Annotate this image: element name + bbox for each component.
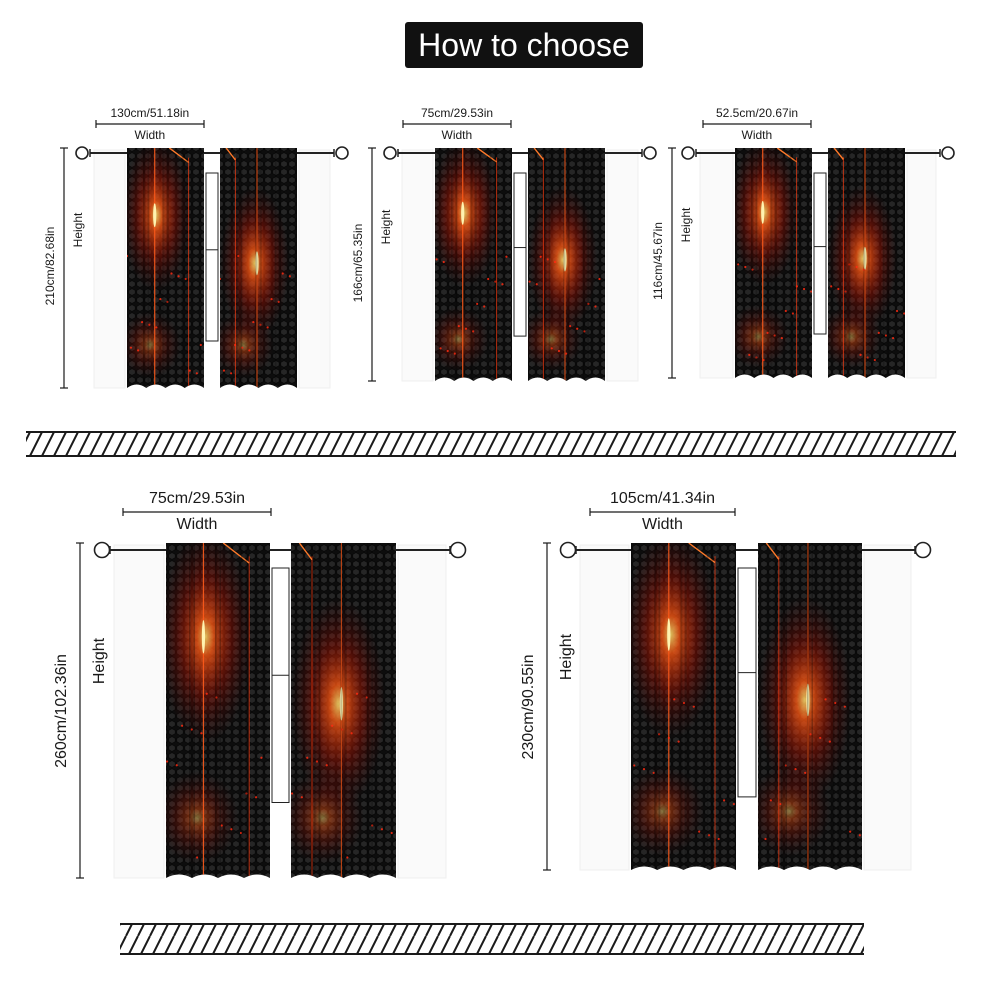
- curtain-rod-ring-icon: [335, 146, 349, 160]
- height-label: Height: [679, 207, 693, 243]
- floor-hatch-icon: [120, 924, 864, 954]
- width-label: Width: [441, 128, 473, 142]
- height-label: Height: [558, 633, 575, 680]
- floor-hatch-icon: [26, 432, 956, 456]
- curtain-panel-icon: [220, 148, 297, 388]
- curtain-diagram-5: [543, 508, 932, 871]
- width-value: 75cm/29.53in: [421, 106, 494, 120]
- height-value: 166cm/65.35in: [351, 223, 365, 302]
- curtain-rod-ring-icon: [681, 146, 695, 160]
- width-label: Width: [741, 128, 773, 142]
- sheer-panel: [906, 149, 937, 379]
- curtain-panel-icon: [435, 148, 512, 381]
- sheer-panel: [863, 544, 912, 871]
- curtain-rod-ring-icon: [643, 146, 657, 160]
- height-value: 260cm/102.36in: [53, 653, 70, 768]
- sheer-panel: [579, 544, 630, 871]
- title-badge: How to choose: [405, 22, 643, 68]
- sheer-panel: [397, 544, 447, 879]
- sheer-panel: [699, 149, 734, 379]
- curtain-rod-ring-icon: [383, 146, 397, 160]
- curtain-rod-ring-icon: [914, 541, 932, 559]
- curtain-rod-ring-icon: [941, 146, 955, 160]
- curtain-diagram-2: [368, 120, 657, 382]
- curtain-diagram-1: [60, 120, 349, 389]
- width-value: 130cm/51.18in: [110, 106, 190, 120]
- width-value: 52.5cm/20.67in: [716, 106, 799, 120]
- width-value: 75cm/29.53in: [149, 490, 246, 507]
- curtain-diagram-3: [668, 120, 955, 379]
- window-frame: [271, 567, 290, 803]
- page-title: How to choose: [418, 27, 630, 63]
- curtain-panel-icon: [291, 543, 396, 878]
- window-frame: [205, 172, 219, 342]
- curtain-rod-ring-icon: [559, 541, 577, 559]
- curtain-panel-icon: [528, 148, 605, 381]
- height-label: Height: [71, 212, 85, 248]
- width-value: 105cm/41.34in: [610, 490, 715, 507]
- height-label: Height: [379, 209, 393, 244]
- curtain-diagram-4: [76, 508, 467, 879]
- curtain-panel-icon: [758, 543, 862, 870]
- curtain-panel-icon: [166, 543, 270, 878]
- height-value: 210cm/82.68in: [43, 226, 57, 306]
- width-label: Width: [176, 516, 218, 533]
- curtain-panel-icon: [735, 148, 812, 378]
- height-label: Height: [91, 637, 108, 684]
- width-label: Width: [134, 128, 166, 142]
- curtain-panel-icon: [127, 148, 204, 388]
- sheer-panel: [401, 149, 434, 382]
- window-frame: [737, 567, 757, 798]
- curtain-panel-icon: [631, 543, 736, 870]
- curtain-rod-ring-icon: [93, 541, 111, 559]
- height-value: 116cm/45.67in: [651, 222, 665, 300]
- width-label: Width: [642, 516, 683, 533]
- curtain-panel-icon: [828, 148, 905, 378]
- curtain-rod-ring-icon: [75, 146, 89, 160]
- window-frame: [813, 172, 827, 335]
- curtain-rod-ring-icon: [449, 541, 467, 559]
- sheer-panel: [298, 149, 331, 389]
- window-frame: [513, 172, 527, 337]
- sheer-panel: [606, 149, 639, 382]
- height-value: 230cm/90.55in: [520, 654, 537, 759]
- sheer-panel: [113, 544, 165, 879]
- sheer-panel: [93, 149, 126, 389]
